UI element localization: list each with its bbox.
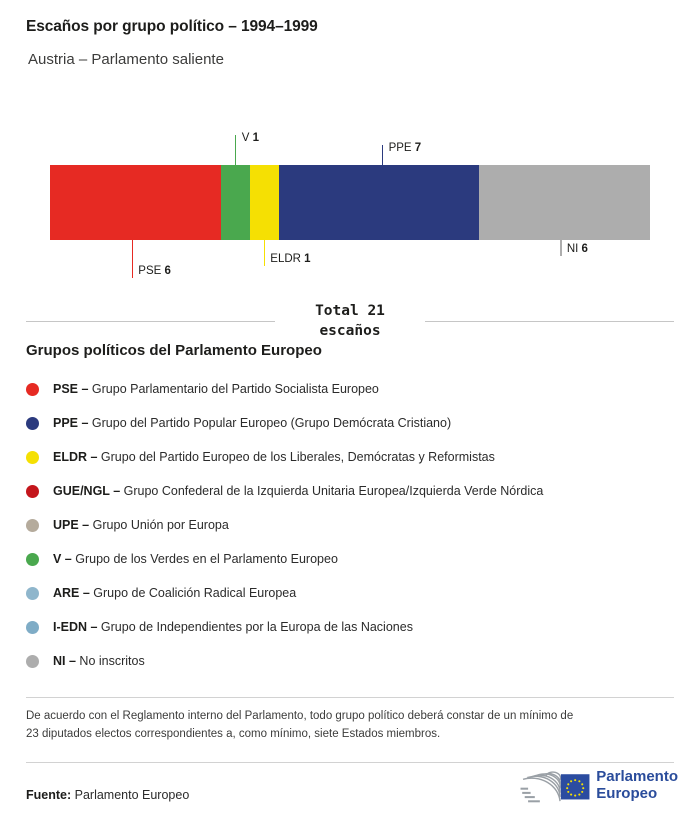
legend-color-swatch — [26, 620, 39, 634]
total-rule-right — [425, 321, 674, 323]
legend-item-desc: No inscritos — [75, 654, 145, 668]
bar-segment-v[interactable] — [221, 165, 250, 240]
legend-item-desc: Grupo de los Verdes en el Parlamento Eur… — [71, 552, 338, 566]
legend-item-gue-ngl[interactable]: GUE/NGL – Grupo Confederal de la Izquier… — [26, 474, 676, 508]
legend-item-label: NI – No inscritos — [53, 654, 145, 668]
legend-item-abbr: ARE – — [53, 586, 90, 600]
legend-item-abbr: GUE/NGL – — [53, 484, 121, 498]
legend-item-abbr: I-EDN – — [53, 620, 98, 634]
legend-item-ni[interactable]: NI – No inscritos — [26, 644, 676, 678]
bar-segment-ppe[interactable] — [278, 165, 479, 240]
legend-item-desc: Grupo de Independientes por la Europa de… — [97, 620, 413, 634]
legend-color-swatch — [26, 654, 39, 668]
ep-hemicycle-icon — [520, 771, 590, 803]
footer-divider-top — [26, 697, 674, 698]
bar-segment-ni[interactable] — [478, 165, 650, 240]
source-line: Fuente: Parlamento Europeo — [26, 788, 189, 802]
bar-label-value: 1 — [252, 132, 259, 144]
bar-label-value: 7 — [414, 142, 422, 154]
legend-item-label: GUE/NGL – Grupo Confederal de la Izquier… — [53, 484, 543, 498]
legend-item-desc: Grupo del Partido Popular Europeo (Grupo… — [88, 416, 452, 430]
logo-line-2: Europeo — [596, 785, 658, 802]
legend-item-abbr: ELDR – — [53, 450, 98, 464]
page-subtitle: Austria – Parlamento saliente — [28, 51, 224, 68]
legend-color-swatch — [26, 586, 39, 600]
legend-item-i-edn[interactable]: I-EDN – Grupo de Independientes por la E… — [26, 610, 676, 644]
bar-label-abbr: PSE — [138, 265, 162, 277]
total-seats-row: Total 21 escaños — [26, 302, 674, 341]
bar-label-ppe: PPE 7 — [388, 142, 422, 155]
legend-color-swatch — [26, 382, 39, 396]
source-label: Fuente: — [26, 788, 72, 802]
total-seats-line1: Total 21 — [315, 303, 385, 319]
bar-segment-pse[interactable] — [50, 165, 222, 240]
legend-item-desc: Grupo de Coalición Radical Europea — [89, 586, 297, 600]
legend-item-label: UPE – Grupo Unión por Europa — [53, 518, 229, 532]
legend-color-swatch — [26, 518, 39, 532]
legend-color-swatch — [26, 484, 39, 498]
total-seats-line2: escaños — [319, 322, 381, 339]
legend-item-label: V – Grupo de los Verdes en el Parlamento… — [53, 552, 338, 566]
source-value: Parlamento Europeo — [71, 788, 190, 802]
legend-item-v[interactable]: V – Grupo de los Verdes en el Parlamento… — [26, 542, 676, 576]
legend-item-abbr: PSE – — [53, 382, 89, 396]
legend-item-desc: Grupo Unión por Europa — [89, 518, 229, 532]
logo-text: Parlamento Europeo — [596, 768, 678, 803]
legend-title: Grupos políticos del Parlamento Europeo — [26, 342, 322, 359]
bar-label-eldr: ELDR 1 — [270, 253, 311, 266]
bar-label-v: V 1 — [241, 132, 259, 145]
legend-item-label: I-EDN – Grupo de Independientes por la E… — [53, 620, 413, 634]
leader-line-eldr — [263, 240, 266, 266]
legend-item-label: ELDR – Grupo del Partido Europeo de los … — [53, 450, 495, 464]
legend-item-ppe[interactable]: PPE – Grupo del Partido Popular Europeo … — [26, 406, 676, 440]
bar-label-pse: PSE 6 — [138, 265, 171, 278]
total-rule-left — [26, 321, 275, 323]
leader-line-pse — [131, 240, 134, 278]
legend-item-upe[interactable]: UPE – Grupo Unión por Europa — [26, 508, 676, 542]
logo-line-1: Parlamento — [596, 768, 678, 786]
total-seats-label: Total 21 escaños — [275, 302, 425, 341]
legend-item-desc: Grupo Parlamentario del Partido Socialis… — [88, 382, 379, 396]
legend-item-are[interactable]: ARE – Grupo de Coalición Radical Europea — [26, 576, 676, 610]
legend-color-swatch — [26, 450, 39, 464]
legend-item-eldr[interactable]: ELDR – Grupo del Partido Europeo de los … — [26, 440, 676, 474]
leader-line-ppe — [381, 145, 384, 165]
chart-header: Escaños por grupo político – 1994–1999 A… — [26, 18, 318, 68]
leader-line-ni — [560, 240, 562, 256]
legend-color-swatch — [26, 552, 39, 566]
bar-label-abbr: ELDR — [270, 253, 301, 265]
page-title: Escaños por grupo político – 1994–1999 — [26, 18, 318, 35]
legend-item-abbr: PPE – — [53, 416, 89, 430]
bar-label-abbr: PPE — [388, 142, 412, 154]
legend-item-abbr: UPE – — [53, 518, 90, 532]
bar-label-ni: NI 6 — [566, 243, 588, 256]
legend-item-label: PPE – Grupo del Partido Popular Europeo … — [53, 416, 451, 430]
legend-item-abbr: V – — [53, 552, 72, 566]
bar-label-abbr: V — [241, 132, 250, 144]
bar-segment-eldr[interactable] — [249, 165, 279, 240]
leader-line-v — [234, 135, 237, 165]
legend-item-label: PSE – Grupo Parlamentario del Partido So… — [53, 382, 379, 396]
legend-item-label: ARE – Grupo de Coalición Radical Europea — [53, 586, 296, 600]
bar-label-value: 6 — [164, 265, 171, 277]
bar-label-abbr: NI — [566, 243, 579, 255]
legend-color-swatch — [26, 416, 39, 430]
footnote-text: De acuerdo con el Reglamento interno del… — [26, 710, 574, 740]
european-parliament-logo: Parlamento Europeo — [518, 762, 678, 810]
footer-divider-bottom — [26, 762, 674, 763]
bar-label-value: 1 — [304, 253, 311, 265]
legend-item-pse[interactable]: PSE – Grupo Parlamentario del Partido So… — [26, 372, 676, 406]
legend-item-abbr: NI – — [53, 654, 76, 668]
bar-label-value: 6 — [581, 243, 588, 255]
legend-item-desc: Grupo del Partido Europeo de los Liberal… — [97, 450, 495, 464]
bar-track — [50, 165, 650, 240]
legend-list: PSE – Grupo Parlamentario del Partido So… — [26, 372, 676, 678]
legend-item-desc: Grupo Confederal de la Izquierda Unitari… — [120, 484, 544, 498]
